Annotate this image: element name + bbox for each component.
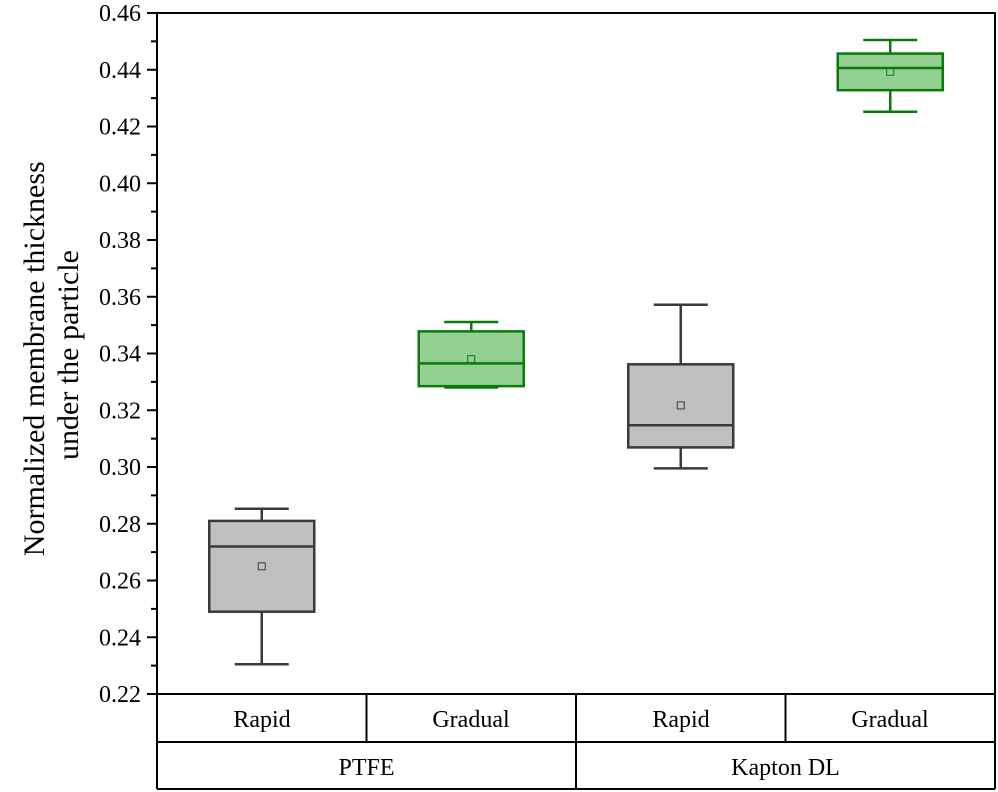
y-axis-title: Normalized membrane thickness under the … xyxy=(18,154,85,556)
y-tick-label: 0.42 xyxy=(99,115,141,141)
category-label-ptfe-gradual: Gradual xyxy=(432,707,510,733)
iqr-box xyxy=(417,330,525,388)
y-tick-label: 0.38 xyxy=(99,228,141,254)
y-tick-label: 0.32 xyxy=(99,398,141,424)
y-tick-label: 0.40 xyxy=(99,171,141,197)
category-label-kapton-rapid: Rapid xyxy=(652,707,709,733)
y-tick-label: 0.26 xyxy=(99,569,141,595)
y-tick-label: 0.34 xyxy=(99,342,141,368)
iqr-box xyxy=(627,363,735,449)
iqr-box xyxy=(208,519,316,613)
y-tick-label: 0.36 xyxy=(99,285,141,311)
y-tick-label: 0.28 xyxy=(99,512,141,538)
category-table: Rapid Gradual Rapid Gradual PTFE Kapton … xyxy=(156,694,996,790)
y-tick-label: 0.44 xyxy=(99,58,141,84)
box-kapton-dl-rapid xyxy=(627,303,735,470)
y-axis-title-line-2: under the particle xyxy=(52,250,85,460)
mean-marker xyxy=(886,67,895,76)
y-tick-label: 0.30 xyxy=(99,455,141,481)
box-kapton-dl-gradual xyxy=(836,38,944,113)
mean-marker xyxy=(676,401,685,410)
iqr-box xyxy=(836,52,944,92)
box-ptfe-rapid xyxy=(208,507,316,666)
category-label-ptfe-rapid: Rapid xyxy=(233,707,290,733)
y-axis-title-line-1: Normalized membrane thickness xyxy=(18,161,51,556)
mean-marker xyxy=(467,355,476,364)
y-tick-label: 0.24 xyxy=(99,625,141,651)
group-label-ptfe: PTFE xyxy=(338,755,394,781)
mean-marker xyxy=(257,562,266,571)
category-label-kapton-gradual: Gradual xyxy=(851,707,929,733)
y-tick-label: 0.22 xyxy=(99,682,141,708)
group-label-kapton-dl: Kapton DL xyxy=(731,755,840,781)
box-series xyxy=(208,38,944,666)
y-axis: 0.22 0.24 0.26 0.28 0.30 0.32 0.34 0.36 0.38 0.40… xyxy=(99,1,157,708)
box-ptfe-gradual xyxy=(417,320,525,389)
y-tick-label: 0.46 xyxy=(99,1,141,27)
